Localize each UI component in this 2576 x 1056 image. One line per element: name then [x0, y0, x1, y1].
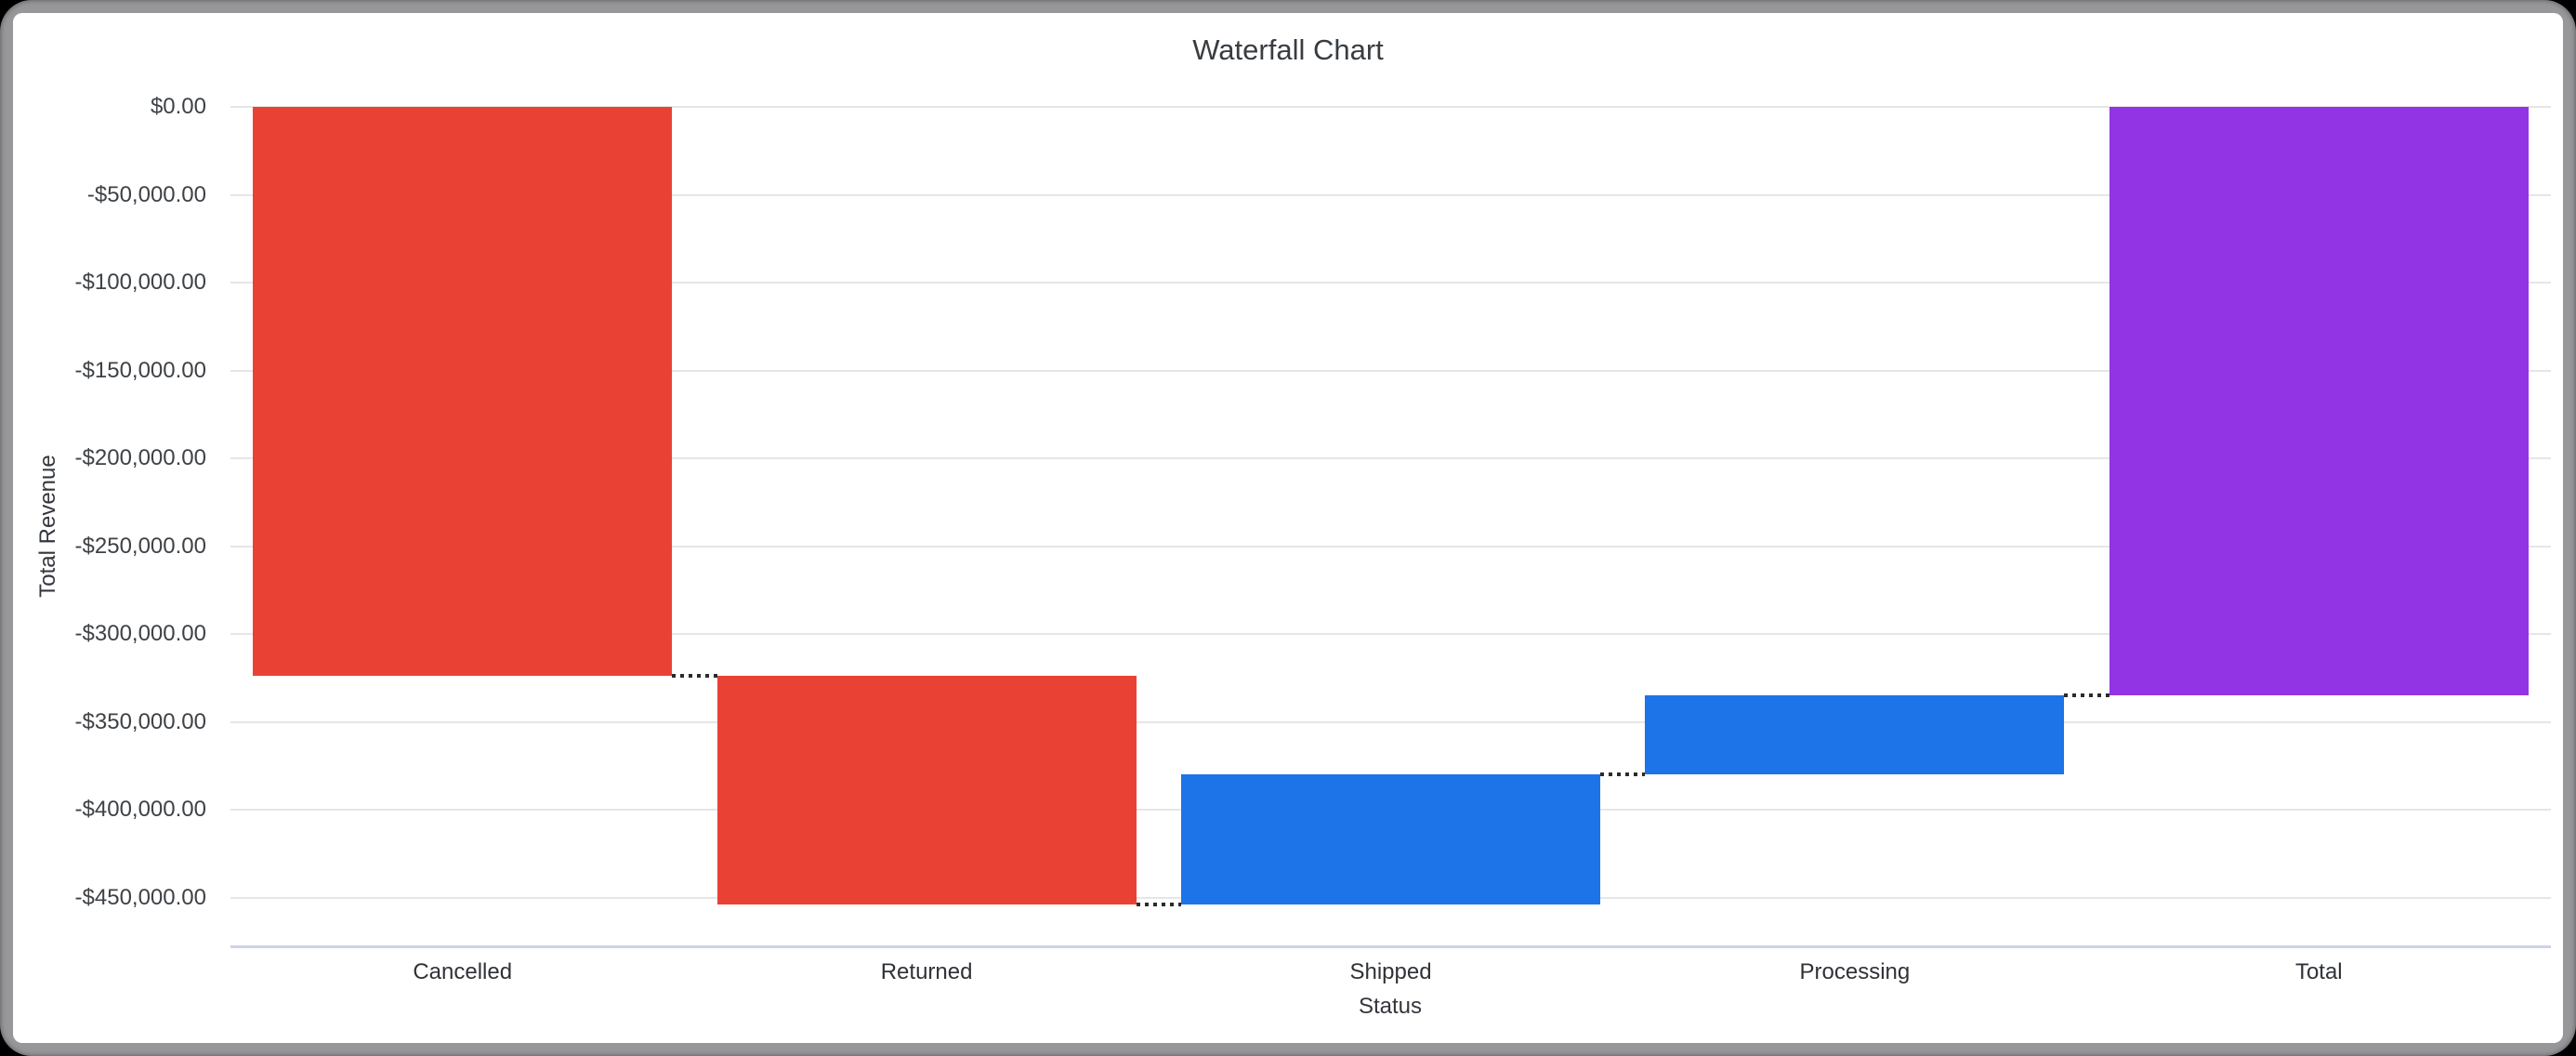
y-tick-label-1: -$50,000.00 — [86, 181, 206, 207]
chart-title: Waterfall Chart — [1192, 33, 1384, 66]
waterfall-connector-1 — [1136, 903, 1182, 907]
y-tick-label-3: -$150,000.00 — [74, 357, 206, 383]
x-category-label-returned: Returned — [880, 959, 973, 984]
y-tick-label-0: $0.00 — [150, 94, 206, 119]
gridline-3 — [230, 369, 2551, 372]
gridline-2 — [230, 282, 2551, 284]
y-tick-label-2: -$100,000.00 — [74, 270, 206, 296]
gridline-4 — [230, 457, 2551, 460]
gridline-1 — [230, 193, 2551, 196]
y-tick-label-9: -$450,000.00 — [74, 884, 206, 910]
bar-returned[interactable] — [716, 676, 1137, 905]
gridline-0 — [230, 106, 2551, 108]
waterfall-connector-0 — [672, 674, 717, 679]
bar-processing[interactable] — [1645, 695, 2065, 774]
plot-area — [230, 106, 2551, 948]
waterfall-connector-3 — [2064, 693, 2109, 698]
y-tick-label-7: -$350,000.00 — [74, 708, 206, 734]
waterfall-connector-2 — [1599, 772, 1646, 776]
x-category-label-cancelled: Cancelled — [413, 959, 513, 984]
gridline-6 — [230, 633, 2551, 636]
y-tick-label-5: -$250,000.00 — [74, 533, 206, 559]
x-category-label-processing: Processing — [1799, 959, 1911, 984]
x-axis-title: Status — [1358, 994, 1423, 1019]
bar-cancelled[interactable] — [253, 107, 673, 677]
bar-shipped[interactable] — [1181, 774, 1600, 905]
y-tick-label-4: -$200,000.00 — [74, 445, 206, 471]
y-tick-label-8: -$400,000.00 — [74, 797, 206, 823]
x-axis-line — [230, 945, 2551, 948]
bar-total[interactable] — [2109, 107, 2529, 696]
y-axis-tick-labels: $0.00 -$50,000.00 -$100,000.00 -$150,000.00… — [0, 94, 206, 945]
x-axis-category-labels: Cancelled Returned Shipped Processing Total — [230, 959, 2551, 989]
gridline-5 — [230, 545, 2551, 548]
x-category-label-shipped: Shipped — [1349, 959, 1432, 984]
gridline-7 — [230, 720, 2551, 723]
x-category-label-total: Total — [2294, 959, 2343, 984]
y-tick-label-6: -$300,000.00 — [74, 621, 206, 647]
